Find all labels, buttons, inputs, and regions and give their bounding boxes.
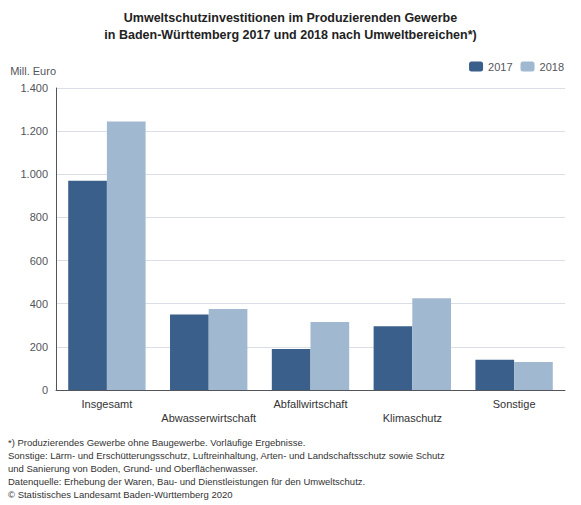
svg-text:Mill. Euro: Mill. Euro <box>10 65 56 77</box>
svg-text:Datenquelle: Erhebung der Ware: Datenquelle: Erhebung der Waren, Bau- un… <box>8 476 365 487</box>
svg-text:1.000: 1.000 <box>20 168 48 180</box>
svg-text:Umweltschutzinvestitionen im P: Umweltschutzinvestitionen im Produzieren… <box>124 11 457 25</box>
svg-text:Sonstige: Sonstige <box>493 398 536 410</box>
svg-text:800: 800 <box>30 211 48 223</box>
svg-text:400: 400 <box>30 298 48 310</box>
svg-text:in Baden-Württemberg 2017 und: in Baden-Württemberg 2017 und 2018 nach … <box>104 28 476 42</box>
svg-text:und Sanierung von Boden, Grund: und Sanierung von Boden, Grund- und Ober… <box>8 463 258 474</box>
svg-text:200: 200 <box>30 341 48 353</box>
svg-text:Abwasserwirtschaft: Abwasserwirtschaft <box>161 412 256 424</box>
svg-text:Abfallwirtschaft: Abfallwirtschaft <box>274 398 348 410</box>
svg-text:1.200: 1.200 <box>20 125 48 137</box>
svg-text:Sonstige: Lärm- und Erschütter: Sonstige: Lärm- und Erschütterungsschutz… <box>8 450 445 461</box>
svg-text:0: 0 <box>42 384 48 396</box>
svg-text:© Statistisches Landesamt Bade: © Statistisches Landesamt Baden-Württemb… <box>8 489 233 500</box>
svg-text:Insgesamt: Insgesamt <box>82 398 133 410</box>
svg-text:1.400: 1.400 <box>20 82 48 94</box>
svg-text:2018: 2018 <box>540 61 564 73</box>
svg-text:*) Produzierendes Gewerbe ohne: *) Produzierendes Gewerbe ohne Baugewerb… <box>8 437 305 448</box>
svg-text:2017: 2017 <box>488 61 512 73</box>
svg-text:600: 600 <box>30 255 48 267</box>
svg-text:Klimaschutz: Klimaschutz <box>383 412 442 424</box>
